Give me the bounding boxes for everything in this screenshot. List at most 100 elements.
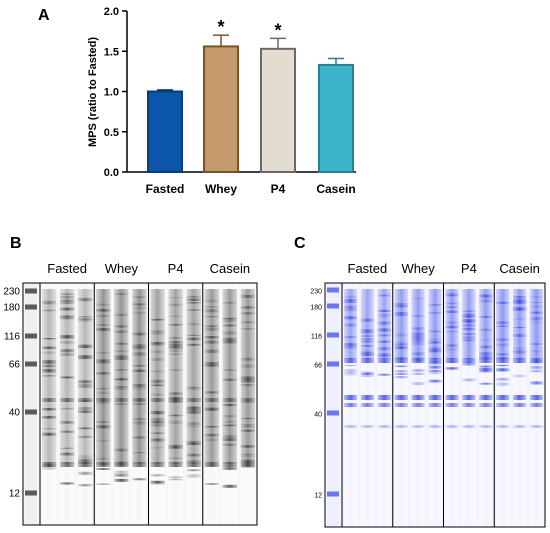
ladder-label-66: 66 [9, 360, 21, 371]
lane-shading [42, 283, 57, 525]
ladder-label-230: 230 [3, 287, 20, 298]
sample-lane [496, 283, 510, 527]
sample-lane [411, 283, 425, 527]
lane-shading [496, 283, 510, 527]
ladder-label-12: 12 [314, 493, 322, 500]
sample-lane [222, 283, 237, 525]
lane-shading [394, 283, 408, 527]
significance-marker: * [274, 20, 281, 40]
lane-shading [204, 283, 219, 525]
y-tick-label: 0.5 [104, 127, 119, 139]
ladder-label-12: 12 [9, 489, 21, 500]
y-axis-label: MPS (ratio to Fasted) [87, 37, 99, 147]
ladder-lane [25, 283, 37, 525]
lane-shading [462, 283, 476, 527]
group-label-casein: Casein [499, 261, 539, 276]
bar-casein [318, 63, 354, 173]
lane-shading [96, 283, 111, 525]
sample-lane [344, 283, 357, 527]
sample-lane [78, 283, 93, 525]
lane-shading [479, 283, 493, 527]
lane-shading [240, 283, 255, 525]
group-label-whey: Whey [105, 261, 139, 276]
group-label-whey: Whey [402, 261, 436, 276]
lane-shading [530, 283, 543, 527]
lane-shading [168, 283, 183, 525]
ladder-label-116: 116 [311, 334, 322, 341]
ladder-band [25, 304, 37, 310]
bar-whey [203, 45, 239, 173]
ladder-band [327, 361, 339, 367]
gel-border [324, 282, 546, 528]
lane-shading [513, 283, 527, 527]
panel-b-gel-image [22, 282, 258, 526]
chart-category-labels: Fasted Whey P4 Casein [146, 182, 356, 196]
ladder-band [327, 491, 339, 497]
group-label-fasted: Fasted [348, 261, 388, 276]
panel-c-group-labels: Fasted Whey P4 Casein [348, 261, 540, 276]
lane-shading [114, 283, 129, 525]
sample-lane [204, 283, 219, 525]
ladder-label-180: 180 [3, 303, 20, 314]
ladder-band [25, 361, 37, 367]
ladder-label-180: 180 [310, 305, 322, 312]
lane-shading [428, 283, 442, 527]
x-tick-label-fasted: Fasted [146, 182, 185, 196]
ladder-label-66: 66 [314, 363, 322, 370]
y-tick-label: 2.0 [104, 6, 119, 18]
sample-lane [168, 283, 183, 525]
bar-p4 [260, 47, 296, 173]
panel-c-ladder-labels: 230 180 116 66 40 12 [310, 289, 322, 500]
ladder-label-230: 230 [310, 289, 322, 296]
lane-shading [60, 283, 75, 525]
ladder-band [25, 288, 37, 294]
lane-shading [360, 283, 374, 527]
lane-shading [78, 283, 93, 525]
group-label-p4: P4 [461, 261, 477, 276]
lane-shading [150, 283, 165, 525]
panel-c-gel-image [324, 282, 546, 528]
sample-lane [240, 283, 255, 525]
x-tick-label-whey: Whey [205, 182, 237, 196]
significance-marker: * [217, 17, 224, 37]
sample-lane [60, 283, 75, 525]
ladder-band [25, 490, 37, 496]
sample-lane [132, 283, 147, 525]
sample-lane [42, 283, 57, 525]
bar-fasted [147, 90, 183, 173]
lane-shading [222, 283, 237, 525]
panel-c-letter: C [294, 235, 306, 252]
group-label-p4: P4 [168, 261, 184, 276]
lane-shading [132, 283, 147, 525]
ladder-band [327, 332, 339, 338]
sample-lane [479, 283, 493, 527]
ladder-label-116: 116 [4, 332, 20, 343]
y-tick-label: 0.0 [104, 167, 119, 179]
sample-lane [96, 283, 111, 525]
sample-lane [445, 283, 459, 527]
panel-b-ladder-labels: 230 180 116 66 40 12 [3, 287, 20, 500]
lane-shading [186, 283, 201, 525]
ladder-label-40: 40 [9, 408, 21, 419]
group-label-casein: Casein [210, 261, 250, 276]
ladder-band [25, 409, 37, 415]
ladder-lane [327, 283, 339, 527]
sample-lane [360, 283, 374, 527]
panel-b-group-labels: Fasted Whey P4 Casein [47, 261, 250, 276]
ladder-band [327, 410, 339, 416]
sample-lane [377, 283, 391, 527]
sample-lane [186, 283, 201, 525]
panel-a-bar-chart: A MPS (ratio to Fasted) 0.00.51.01.52.0 … [38, 6, 356, 196]
ladder-label-40: 40 [314, 412, 322, 419]
panel-b-letter: B [10, 235, 22, 252]
panel-b-gel-grayscale: B Fasted Whey P4 Casein 230 180 116 66 40 12 [3, 235, 258, 526]
chart-bars: * * [147, 17, 354, 173]
x-tick-label-p4: P4 [271, 182, 286, 196]
sample-lane [462, 283, 476, 527]
sample-lane [513, 283, 527, 527]
lane-shading [377, 283, 391, 527]
lane-shading [344, 283, 357, 527]
sample-lane [114, 283, 129, 525]
y-tick-label: 1.5 [104, 46, 119, 58]
